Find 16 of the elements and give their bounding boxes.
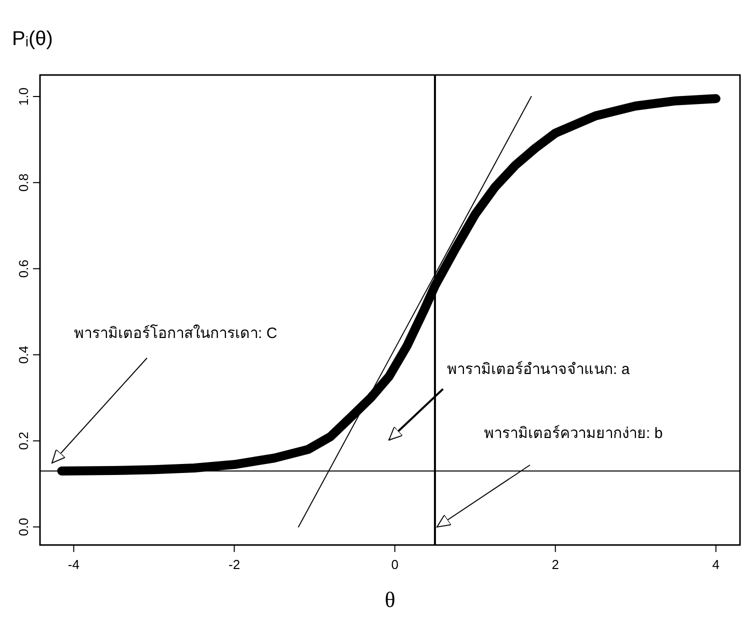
x-axis-title: θ	[384, 587, 396, 612]
annotation: พารามิเตอร์โอกาสในการเดา: C	[74, 324, 278, 342]
y-tick-label: 0.8	[16, 174, 31, 192]
x-tick-label: -4	[68, 557, 80, 572]
x-tick-label: -2	[228, 557, 240, 572]
x-tick-label: 4	[712, 557, 720, 572]
x-tick-label: 0	[391, 557, 398, 572]
y-tick-label: 0.0	[16, 518, 31, 536]
y-axis-title: Pᵢ(θ)	[12, 28, 53, 50]
y-tick-label: 0.2	[16, 432, 31, 450]
y-tick-label: 1.0	[16, 87, 31, 106]
y-tick-label: 0.6	[16, 260, 31, 278]
x-tick-label: 2	[552, 557, 559, 572]
y-tick-label: 0.4	[16, 346, 31, 364]
annotation: พารามิเตอร์อำนาจจำแนก: a	[447, 361, 630, 378]
annotation: พารามิเตอร์ความยากง่าย: b	[484, 425, 663, 442]
